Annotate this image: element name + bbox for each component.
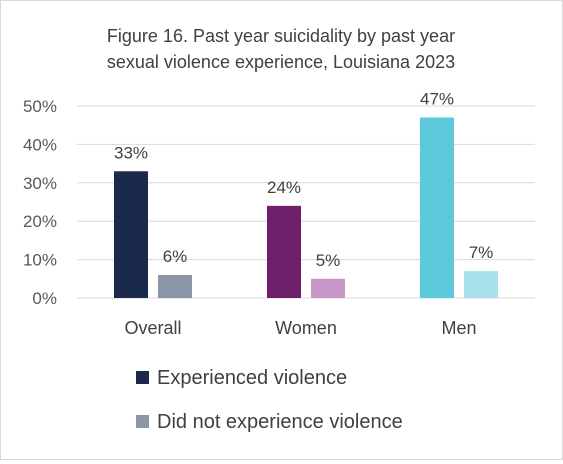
bar-women-series-1: [267, 205, 301, 298]
legend-swatch: [136, 371, 149, 384]
legend-swatch: [136, 415, 149, 428]
y-tick-label: 20%: [23, 212, 57, 231]
data-label: 33%: [114, 143, 148, 162]
data-label: 6%: [163, 247, 188, 266]
data-label: 24%: [267, 178, 301, 197]
gridlines: [77, 105, 535, 299]
chart-title-line-1: Figure 16. Past year suicidality by past…: [107, 26, 455, 46]
legend: Experienced violence Did not experience v…: [136, 367, 403, 433]
legend-label: Experienced violence: [157, 367, 347, 389]
x-axis-tick-labels: Overall Women Men: [124, 318, 476, 338]
y-tick-label: 30%: [23, 174, 57, 193]
x-tick-label: Men: [441, 318, 476, 338]
x-tick-label: Overall: [124, 318, 181, 338]
chart-title-line-2: sexual violence experience, Louisiana 20…: [107, 52, 455, 72]
data-label: 47%: [420, 90, 454, 109]
x-tick-label: Women: [275, 318, 337, 338]
legend-label: Did not experience violence: [157, 411, 403, 433]
y-tick-label: 40%: [23, 135, 57, 154]
y-tick-label: 10%: [23, 251, 57, 270]
bar-overall-series-1: [114, 171, 148, 298]
bar-men-series-1: [420, 117, 454, 299]
bar-overall-series-2: [158, 274, 192, 298]
bar-women-series-2: [311, 278, 345, 298]
y-axis-tick-labels: 0% 10% 20% 30% 40% 50%: [23, 97, 57, 308]
y-tick-label: 50%: [23, 97, 57, 116]
chart-title: Figure 16. Past year suicidality by past…: [107, 26, 455, 72]
bars: [114, 117, 498, 299]
y-tick-label: 0%: [32, 289, 57, 308]
bar-men-series-2: [464, 271, 498, 298]
data-label: 7%: [469, 243, 494, 262]
data-label: 5%: [316, 251, 341, 270]
data-labels: 33% 6% 24% 5% 47% 7%: [114, 90, 493, 270]
